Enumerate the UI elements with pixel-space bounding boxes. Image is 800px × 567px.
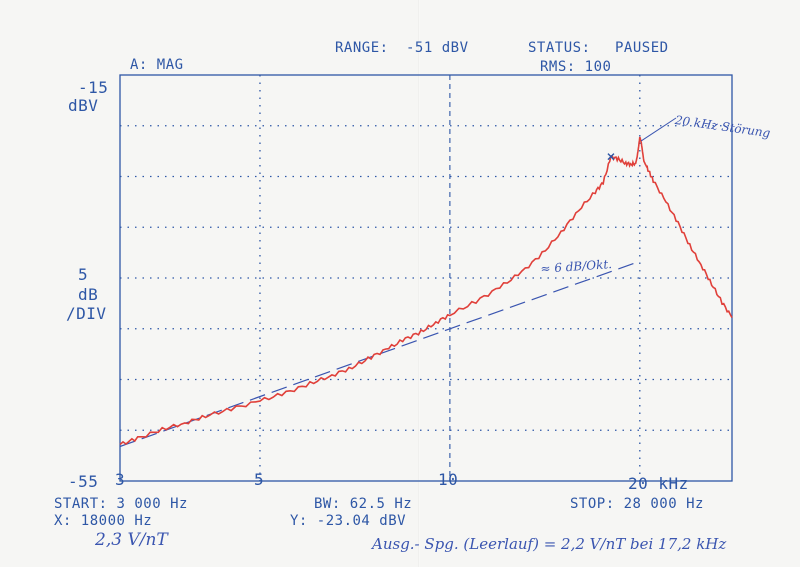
trace-label: A: MAG xyxy=(130,57,184,73)
note-leader-line xyxy=(640,117,677,142)
y-scale-value: 5 xyxy=(78,265,89,284)
range-value: -51 dBV xyxy=(406,40,469,56)
x-tick-3: 3 xyxy=(115,470,126,489)
y-scale-unit: dB xyxy=(78,285,99,304)
measured-trace xyxy=(119,136,733,446)
status-label: STATUS: xyxy=(528,40,591,56)
plot-grid xyxy=(120,75,732,481)
start-frequency: START: 3 000 Hz xyxy=(54,496,188,512)
status-value: PAUSED xyxy=(615,40,669,56)
note-sensitivity: 2,3 V/nT xyxy=(95,530,168,550)
bandwidth: BW: 62.5 Hz xyxy=(314,496,413,512)
rms-label: RMS: 100 xyxy=(540,59,612,75)
range-label: RANGE: xyxy=(335,40,389,56)
paper-fold xyxy=(418,0,420,567)
y-top-value: -15 xyxy=(78,78,109,97)
y-top-unit: dBV xyxy=(68,96,99,115)
note-output-voltage: Ausg.- Spg. (Leerlauf) = 2,2 V/nT bei 17… xyxy=(372,535,727,553)
reference-slope-line xyxy=(119,262,636,448)
x-tick-5: 5 xyxy=(254,470,265,489)
marker-y-readout: Y: -23.04 dBV xyxy=(290,513,407,529)
y-bottom-value: -55 xyxy=(68,472,99,491)
marker-x-readout: X: 18000 Hz xyxy=(54,513,153,529)
marker-point xyxy=(607,153,615,161)
marker-cross xyxy=(607,153,615,161)
stop-frequency: STOP: 28 000 Hz xyxy=(570,496,704,512)
plot-frame xyxy=(119,74,733,482)
y-scale-per: /DIV xyxy=(66,304,107,323)
x-tick-10: 10 xyxy=(438,470,459,489)
x-tick-20: 20 kHz xyxy=(628,474,689,493)
